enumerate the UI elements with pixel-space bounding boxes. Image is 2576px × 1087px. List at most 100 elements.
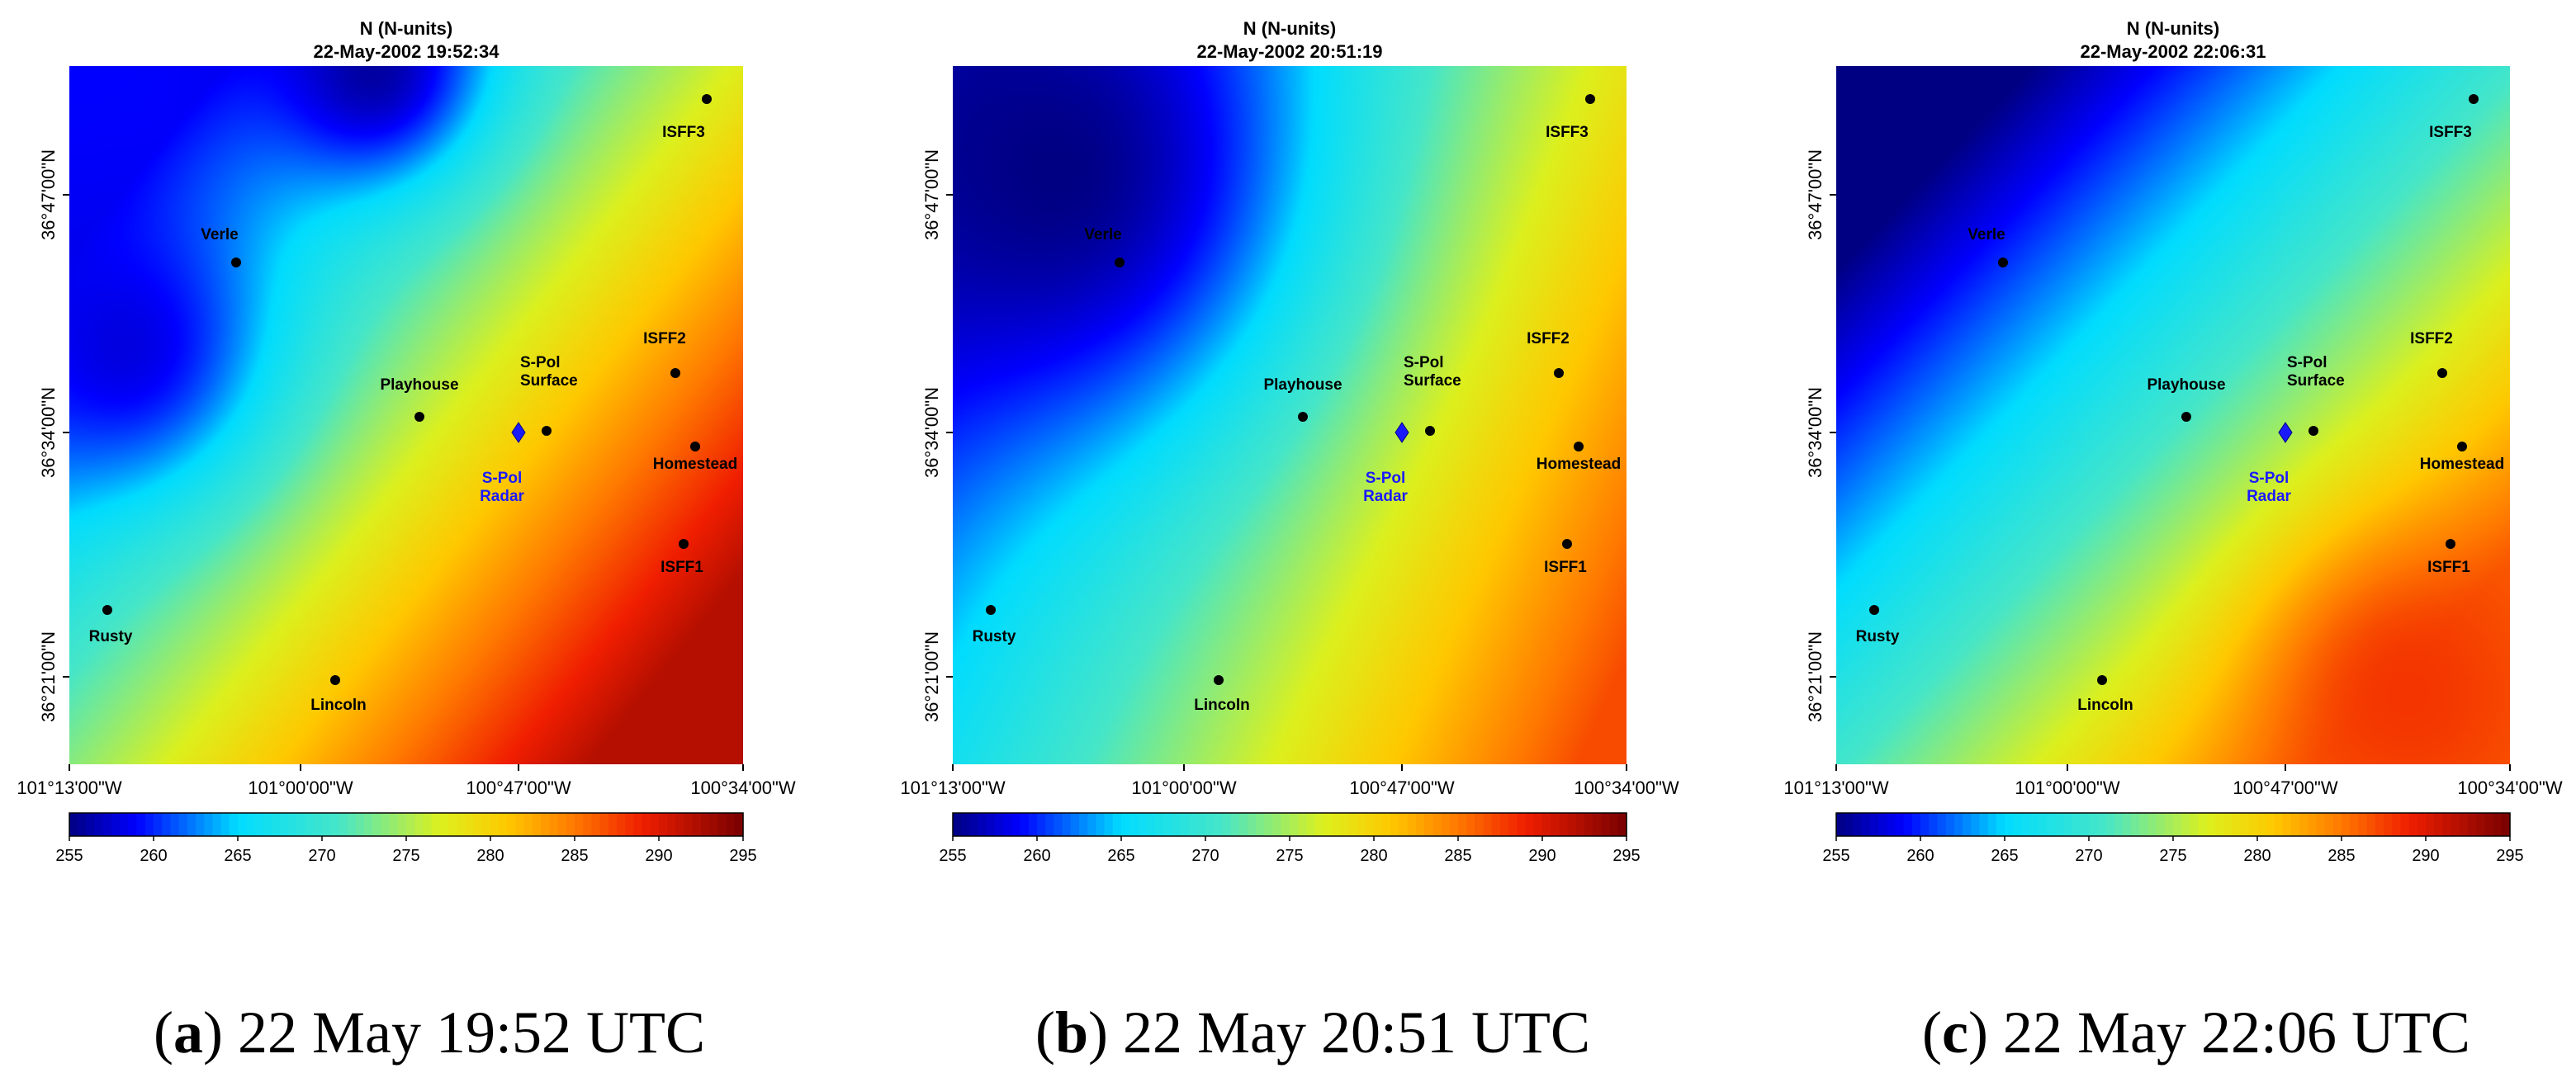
caption-text-a: 22 May 19:52 UTC (237, 1000, 705, 1066)
colorbar-segment (1037, 813, 1046, 836)
radar-label: S-Pol Radar (1363, 470, 1408, 505)
colorbar-segment (2493, 813, 2503, 836)
colorbar-segment (2392, 813, 2401, 836)
colorbar-segment (102, 813, 112, 836)
colorbar-segment (372, 813, 381, 836)
radar-label: S-Pol Radar (480, 470, 524, 505)
colorbar-segment (1272, 813, 1282, 836)
colorbar-segment (1416, 813, 1425, 836)
colorbar-segment (2105, 813, 2115, 836)
colorbar-segment (1861, 813, 1871, 836)
colorbar-segment (566, 813, 575, 836)
colorbar-tick-label: 275 (1276, 847, 1303, 865)
y-tick-label: 36°34'00"N (921, 387, 942, 478)
colorbar-segment (726, 813, 736, 836)
colorbar-segment (2434, 813, 2443, 836)
colorbar-tick-label: 285 (2327, 847, 2355, 865)
colorbar-segment (717, 813, 727, 836)
colorbar-segment (499, 813, 508, 836)
colorbar-segment (1500, 813, 1509, 836)
colorbar-segment (995, 813, 1004, 836)
station-marker (2446, 539, 2455, 549)
colorbar-segment (2417, 813, 2427, 836)
colorbar-segment (1963, 813, 1972, 836)
colorbar-segment (1112, 813, 1122, 836)
station-marker (1869, 605, 1879, 615)
colorbar-segment (364, 813, 373, 836)
colorbar-segment (1929, 813, 1938, 836)
colorbar-segment (1238, 813, 1248, 836)
colorbar-segment (212, 813, 222, 836)
colorbar-segment (2122, 813, 2132, 836)
colorbar-segment (339, 813, 348, 836)
colorbar-segment (120, 813, 129, 836)
colorbar-segment (1887, 813, 1896, 836)
colorbar-segment (465, 813, 475, 836)
colorbar-segment (523, 813, 533, 836)
colorbar-segment (1458, 813, 1467, 836)
chart-title: N (N-units) (1243, 18, 1336, 39)
colorbar-segment (1584, 813, 1593, 836)
y-tick-label: 36°47'00"N (38, 149, 59, 240)
colorbar-segment (2181, 813, 2190, 836)
colorbar-segment (1517, 813, 1527, 836)
colorbar-segment (1609, 813, 1619, 836)
station-label: ISFF1 (2427, 559, 2470, 576)
colorbar-segment (541, 813, 550, 836)
colorbar-segment (490, 813, 500, 836)
station-marker (2457, 442, 2467, 451)
colorbar-segment (709, 813, 718, 836)
x-tick-label: 100°47'00"W (466, 777, 571, 798)
colorbar-segment (2232, 813, 2242, 836)
colorbar-segment (154, 813, 163, 836)
station-marker (102, 605, 112, 615)
station-label: S-Pol Surface (520, 354, 578, 390)
heatmap-field (953, 66, 1627, 764)
station-label: Rusty (89, 628, 133, 645)
caption-letter-b: b (1054, 1000, 1089, 1066)
colorbar-segment (2131, 813, 2140, 836)
colorbar-segment (406, 813, 415, 836)
colorbar-segment (650, 813, 660, 836)
colorbar-segment (1096, 813, 1106, 836)
colorbar-segment (423, 813, 433, 836)
colorbar-segment (1399, 813, 1409, 836)
colorbar-segment (162, 813, 171, 836)
station-marker (1554, 368, 1564, 378)
x-tick-label: 101°13'00"W (900, 777, 1005, 798)
colorbar-segment (2290, 813, 2300, 836)
colorbar-segment (1314, 813, 1324, 836)
colorbar-segment (583, 813, 592, 836)
x-tick-label: 101°00'00"W (2015, 777, 2119, 798)
station-label: Rusty (973, 628, 1016, 645)
colorbar-tick-label: 290 (2412, 847, 2439, 865)
colorbar-tick-label: 290 (645, 847, 672, 865)
colorbar-segment (2164, 813, 2174, 836)
colorbar-segment (692, 813, 702, 836)
colorbar-segment (296, 813, 306, 836)
colorbar-segment (1466, 813, 1475, 836)
x-tick-label: 100°34'00"W (690, 777, 795, 798)
colorbar-segment (549, 813, 559, 836)
colorbar-segment (2072, 813, 2081, 836)
colorbar-segment (2442, 813, 2452, 836)
station-marker (986, 605, 996, 615)
caption-text-c: 22 May 22:06 UTC (2002, 1000, 2470, 1066)
station-label: ISFF3 (2429, 124, 2472, 141)
x-tick-label: 101°00'00"W (1131, 777, 1236, 798)
colorbar-segment (533, 813, 542, 836)
x-tick-label: 100°47'00"W (2233, 777, 2337, 798)
colorbar-segment (178, 813, 188, 836)
radar-marker (2278, 422, 2293, 443)
station-marker (1998, 258, 2008, 267)
colorbar-segment (69, 813, 78, 836)
y-tick-label: 36°21'00"N (1805, 631, 1825, 722)
colorbar-segment (389, 813, 399, 836)
colorbar-tick-label: 280 (2243, 847, 2271, 865)
colorbar-segment (1306, 813, 1316, 836)
station-marker (1562, 539, 1572, 549)
subfigure-caption-c: (c) 22 May 22:06 UTC (1922, 1000, 2470, 1066)
y-tick-label: 36°34'00"N (1805, 387, 1825, 478)
station-label: Homestead (653, 456, 737, 473)
colorbar-segment (2501, 813, 2511, 836)
